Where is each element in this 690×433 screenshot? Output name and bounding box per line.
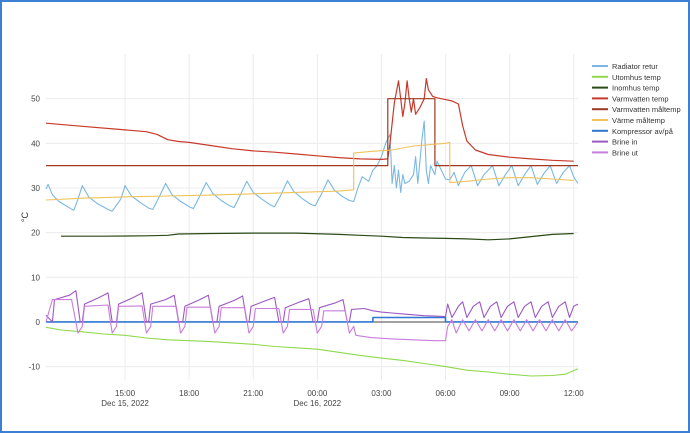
- legend-label: Radiator retur: [612, 62, 658, 71]
- legend-item[interactable]: Varmvatten måltemp: [592, 105, 681, 114]
- legend-item[interactable]: Inomhus temp: [592, 84, 660, 93]
- x-tick-label: 15:00: [115, 389, 136, 398]
- y-tick-label: 0: [36, 318, 41, 327]
- legend-label: Brine in: [612, 138, 637, 147]
- series-line-kompressor-av-p: [46, 316, 578, 323]
- x-tick-label: 21:00: [243, 389, 264, 398]
- legend-label: Inomhus temp: [612, 84, 660, 93]
- x-tick-label: 06:00: [436, 389, 457, 398]
- series-line-varmvatten-temp: [45, 78, 574, 162]
- legend-label: Varmvatten temp: [612, 94, 669, 103]
- series-line-radiator-retur: [45, 120, 579, 212]
- y-tick-label: 30: [31, 184, 40, 193]
- y-tick-label: 50: [31, 95, 40, 104]
- series-line-utomhus-temp: [45, 326, 579, 377]
- legend-item[interactable]: Varmvatten temp: [592, 94, 669, 103]
- y-axis-title: °C: [20, 211, 30, 222]
- legend-label: Kompressor av/på: [612, 127, 674, 136]
- x-tick-date-label: Dec 16, 2022: [294, 399, 342, 408]
- x-tick-label: 00:00: [307, 389, 328, 398]
- series-line-varmvatten-m-ltemp: [46, 98, 578, 167]
- x-tick-label: 12:00: [564, 389, 585, 398]
- series-line-brine-ut: [45, 299, 579, 342]
- x-tick-date-label: Dec 15, 2022: [101, 399, 149, 408]
- x-tick-label: 18:00: [179, 389, 200, 398]
- series-line-v-rme-m-ltemp: [45, 141, 574, 201]
- legend-item[interactable]: Värme måltemp: [592, 116, 665, 125]
- legend-item[interactable]: Kompressor av/på: [592, 127, 674, 136]
- grid-layer: [46, 54, 578, 380]
- legend-item[interactable]: Brine in: [592, 138, 637, 147]
- x-tick-label: 03:00: [371, 389, 392, 398]
- legend-label: Brine ut: [612, 148, 639, 157]
- series-line-inomhus-temp: [61, 232, 574, 241]
- y-tick-label: -10: [28, 363, 40, 372]
- legend-label: Utomhus temp: [612, 73, 661, 82]
- legend-item[interactable]: Brine ut: [592, 148, 639, 157]
- legend-label: Värme måltemp: [612, 116, 665, 125]
- x-tick-label: 09:00: [500, 389, 521, 398]
- legend-label: Varmvatten måltemp: [612, 105, 681, 114]
- series-layer: [45, 78, 579, 377]
- legend-item[interactable]: Radiator retur: [592, 62, 658, 71]
- legend-item[interactable]: Utomhus temp: [592, 73, 661, 82]
- y-tick-label: 20: [31, 229, 40, 238]
- y-tick-label: 10: [31, 273, 40, 282]
- y-tick-label: 40: [31, 139, 40, 148]
